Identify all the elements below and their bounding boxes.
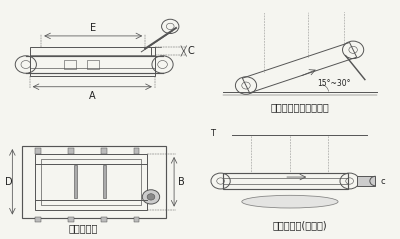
Bar [36, 148, 41, 154]
Bar [101, 217, 107, 222]
Text: T: T [210, 129, 216, 138]
Bar [74, 165, 77, 198]
Ellipse shape [242, 195, 338, 208]
Bar [30, 47, 155, 76]
Bar [222, 173, 348, 189]
Bar [22, 146, 166, 217]
Text: 外形尺寸图: 外形尺寸图 [69, 224, 98, 234]
Text: C: C [188, 46, 194, 56]
Circle shape [147, 194, 155, 200]
Text: E: E [90, 23, 96, 33]
Bar [134, 217, 140, 222]
Bar [64, 60, 76, 69]
Text: 15°~30°: 15°~30° [318, 79, 351, 88]
Text: c: c [380, 177, 385, 185]
Bar [101, 148, 107, 154]
Text: D: D [5, 177, 12, 187]
Text: 安装示意图(水平式): 安装示意图(水平式) [272, 221, 327, 230]
Bar [68, 217, 74, 222]
Bar [41, 159, 141, 205]
Circle shape [142, 190, 160, 204]
Bar [36, 154, 147, 210]
Bar [68, 148, 74, 154]
Bar [357, 176, 375, 186]
Text: B: B [178, 177, 185, 187]
Bar [88, 60, 99, 69]
Text: 安装示意图（倾斜式）: 安装示意图（倾斜式） [270, 102, 329, 112]
Bar [103, 165, 106, 198]
Bar [36, 217, 41, 222]
Bar [134, 148, 140, 154]
Text: A: A [89, 91, 96, 101]
